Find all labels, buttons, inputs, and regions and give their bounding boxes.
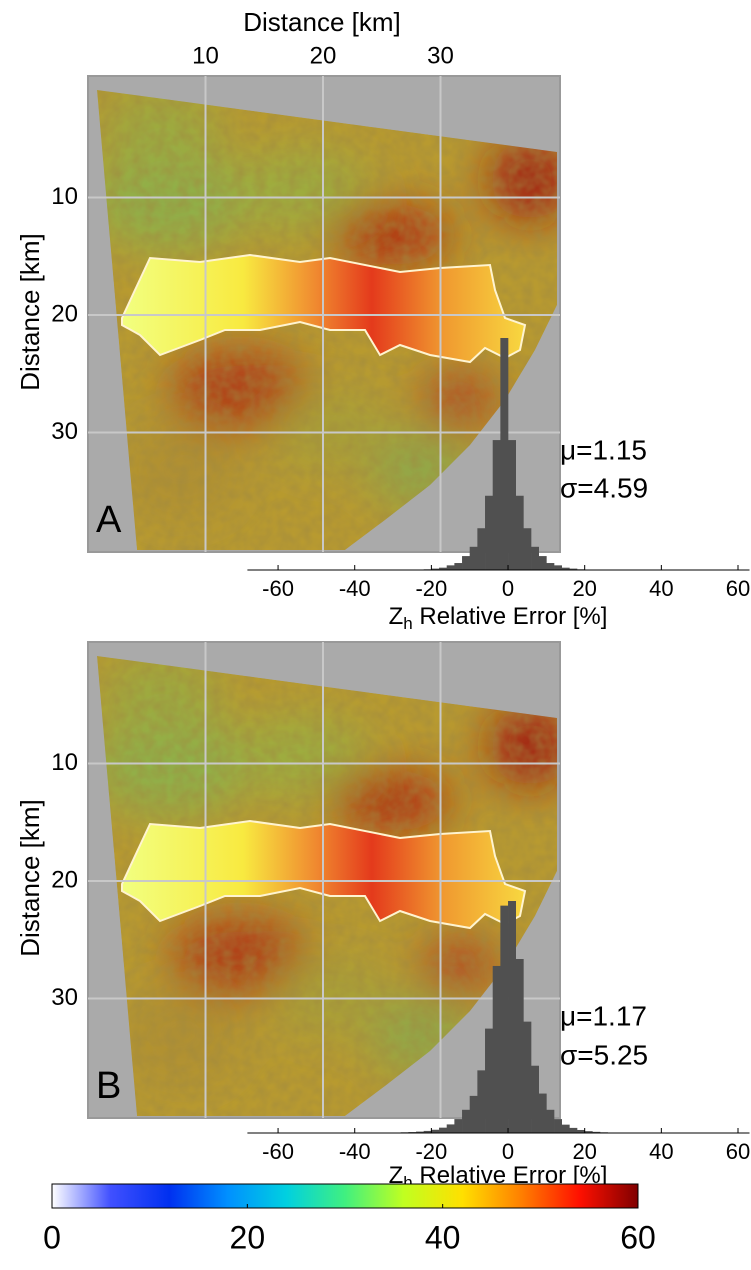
x-tick-label: 20: [572, 1139, 596, 1164]
histogram-bar: [523, 528, 532, 570]
histogram-bar: [515, 495, 524, 570]
histogram-bar: [446, 565, 455, 570]
y-tick-label: 30: [51, 984, 78, 1011]
y-axis-label: Distance [km]: [15, 799, 45, 957]
label-symbol: Z: [389, 603, 404, 630]
histogram-bar: [546, 563, 555, 570]
histogram-bar: [500, 905, 509, 1133]
histogram-bar: [508, 440, 516, 570]
histogram-bar: [515, 959, 524, 1133]
x-tick-label: 30: [427, 42, 454, 69]
x-tick-label: 40: [649, 576, 673, 601]
colorbar-tick-label: 40: [425, 1219, 461, 1255]
histogram-bar: [523, 1021, 532, 1133]
histogram-bar: [462, 1109, 471, 1133]
statistic: σ=4.59: [560, 472, 648, 503]
x-tick-label: 20: [572, 576, 596, 601]
histogram-bar: [561, 567, 570, 570]
x-tick-label: -40: [339, 1139, 371, 1164]
y-tick-label: 10: [51, 749, 78, 776]
panel-label: B: [96, 1065, 121, 1107]
statistic: μ=1.17: [560, 1000, 647, 1031]
radar-field: [97, 656, 557, 1116]
x-tick-label: 20: [310, 42, 337, 69]
x-tick-label: -60: [262, 1139, 294, 1164]
histogram-bar: [423, 1130, 432, 1133]
x-axis-label: Zh Relative Error [%]: [389, 603, 608, 633]
label-text: Relative Error [%]: [413, 603, 608, 630]
y-axis-label: Distance [km]: [15, 233, 45, 391]
histogram-bar: [577, 1129, 585, 1133]
x-tick-label: -20: [415, 1139, 447, 1164]
colorbar-tick-label: 0: [43, 1219, 61, 1255]
x-tick-label: 0: [502, 576, 514, 601]
histogram-bar: [546, 1109, 555, 1133]
label-symbol: Z: [389, 1162, 404, 1189]
histogram-bar: [416, 1131, 425, 1133]
histogram-bar: [538, 556, 547, 570]
label-subscript: h: [403, 614, 412, 633]
histogram-bar: [439, 567, 448, 570]
histogram-bar: [554, 1119, 562, 1133]
x-tick-label: -60: [262, 576, 294, 601]
y-tick-label: 10: [51, 183, 78, 210]
x-axis-label: Distance [km]: [243, 7, 401, 37]
x-tick-label: 40: [649, 1139, 673, 1164]
y-tick-label: 30: [51, 418, 78, 445]
statistic: μ=1.15: [560, 434, 647, 465]
y-tick-label: 20: [51, 866, 78, 893]
histogram-bar: [538, 1093, 547, 1133]
x-tick-label: 10: [192, 42, 219, 69]
x-tick-label: 60: [726, 1139, 750, 1164]
y-tick-label: 20: [51, 300, 78, 327]
histogram-bar: [469, 546, 478, 570]
statistic: σ=5.25: [560, 1039, 648, 1070]
histogram-bar: [431, 1129, 440, 1133]
histogram-bar: [477, 1070, 486, 1133]
x-tick-label: 0: [502, 1139, 514, 1164]
histogram-bar: [439, 1127, 448, 1133]
histogram-bar: [469, 1095, 478, 1133]
histogram-bar: [454, 1119, 463, 1133]
histogram-bar: [454, 563, 463, 570]
histogram-bar: [554, 565, 562, 570]
histogram-bar: [561, 1124, 570, 1133]
label-subscript: h: [403, 1173, 412, 1192]
histogram-bar: [462, 556, 471, 570]
histogram-bar: [492, 440, 501, 570]
panel-label: A: [96, 499, 122, 541]
colorbar-tick-label: 20: [230, 1219, 266, 1255]
x-tick-label: -20: [415, 576, 447, 601]
histogram-bar: [531, 546, 539, 570]
x-tick-label: 60: [726, 576, 750, 601]
histogram-bar: [492, 965, 501, 1133]
histogram-bar: [569, 1127, 578, 1133]
histogram-bar: [446, 1124, 455, 1133]
histogram-bar: [531, 1065, 539, 1133]
colorbar-tick-label: 60: [620, 1219, 656, 1255]
colorbar: [51, 1183, 639, 1209]
histogram-bar: [485, 1028, 494, 1133]
histogram-bar: [592, 1131, 601, 1133]
histogram-bar: [584, 1131, 593, 1133]
histogram-bar: [500, 338, 509, 570]
x-tick-label: -40: [339, 576, 371, 601]
histogram-bar: [485, 495, 494, 570]
histogram-bar: [569, 568, 578, 570]
histogram-bar: [508, 901, 516, 1133]
histogram-bar: [477, 528, 486, 570]
histogram-bar: [431, 568, 440, 570]
